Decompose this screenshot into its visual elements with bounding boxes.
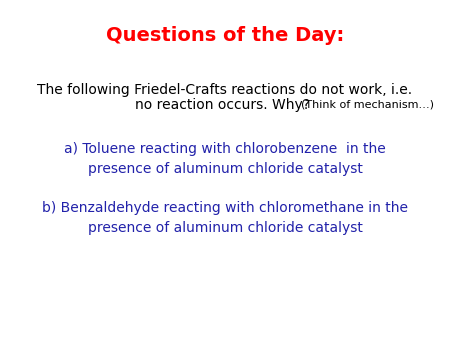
Text: Questions of the Day:: Questions of the Day: bbox=[106, 26, 344, 45]
Text: a) Toluene reacting with chlorobenzene  in the
presence of aluminum chloride cat: a) Toluene reacting with chlorobenzene i… bbox=[64, 142, 386, 176]
Text: The following Friedel-Crafts reactions do not work, i.e.: The following Friedel-Crafts reactions d… bbox=[37, 82, 413, 97]
Text: b) Benzaldehyde reacting with chloromethane in the
presence of aluminum chloride: b) Benzaldehyde reacting with chlorometh… bbox=[42, 201, 408, 235]
Text: (Think of mechanism…): (Think of mechanism…) bbox=[301, 100, 434, 110]
Text: no reaction occurs. Why?: no reaction occurs. Why? bbox=[135, 98, 315, 112]
